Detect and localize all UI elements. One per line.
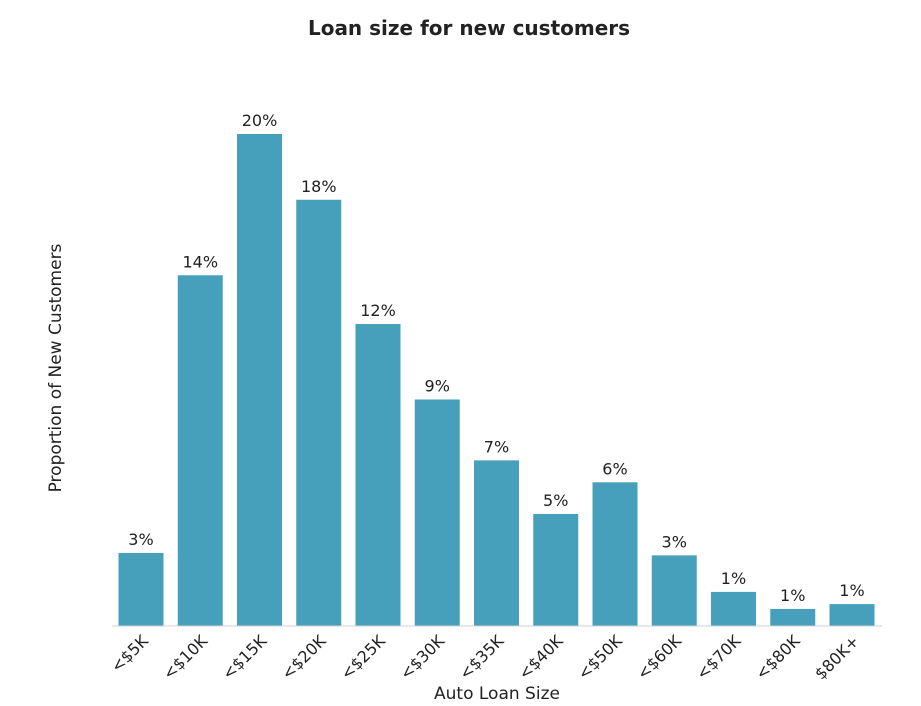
x-tick-label: <$40K	[515, 631, 567, 683]
bar-value-label: 3%	[662, 532, 687, 551]
bar	[592, 482, 638, 626]
x-axis-title: Auto Loan Size	[434, 684, 560, 704]
bar-value-label: 1%	[780, 586, 805, 605]
bar	[651, 555, 697, 626]
bar	[118, 552, 164, 626]
bar	[533, 513, 579, 626]
x-tick-label: <$10K	[159, 631, 211, 683]
x-tick-label: <$15K	[218, 631, 270, 683]
bar	[237, 134, 282, 626]
x-tick-label: <$80K	[752, 631, 804, 683]
bar-value-label: 1%	[721, 569, 746, 588]
bar	[177, 275, 223, 626]
bar	[474, 460, 519, 626]
x-tick-label: <$35K	[455, 631, 507, 683]
y-axis-title: Proportion of New Customers	[46, 243, 66, 492]
bar-value-label: 6%	[602, 459, 627, 478]
plot-area: 3% <$5K 14% <$10K 20% <$15K 18% <$20K 12% <$25K 9%…	[107, 111, 875, 683]
bar-value-label: 18%	[301, 177, 337, 196]
bar-value-label: 12%	[360, 301, 396, 320]
bar-value-label: 7%	[484, 437, 509, 456]
bar-value-label: 3%	[128, 530, 153, 549]
bar	[355, 323, 401, 626]
bar-value-label: 1%	[839, 581, 864, 600]
bar	[711, 591, 756, 626]
x-tick-label: <$25K	[337, 631, 389, 683]
x-tick-label: <$30K	[396, 631, 448, 683]
bar-value-label: 9%	[425, 376, 450, 395]
x-tick-label: <$20K	[278, 631, 330, 683]
bar	[829, 604, 875, 626]
chart-title: Loan size for new customers	[308, 16, 630, 40]
x-tick-label: $80K+	[811, 631, 863, 683]
bar-value-label: 20%	[242, 111, 278, 130]
x-tick-label: <$50K	[574, 631, 626, 683]
x-tick-label: <$70K	[692, 631, 744, 683]
bar	[770, 608, 816, 626]
x-tick-label: <$60K	[633, 631, 685, 683]
bar-value-label: 14%	[182, 252, 218, 271]
bar	[296, 199, 342, 626]
x-tick-label: <$5K	[107, 631, 152, 676]
bar-value-label: 5%	[543, 491, 568, 510]
bar	[414, 399, 460, 626]
